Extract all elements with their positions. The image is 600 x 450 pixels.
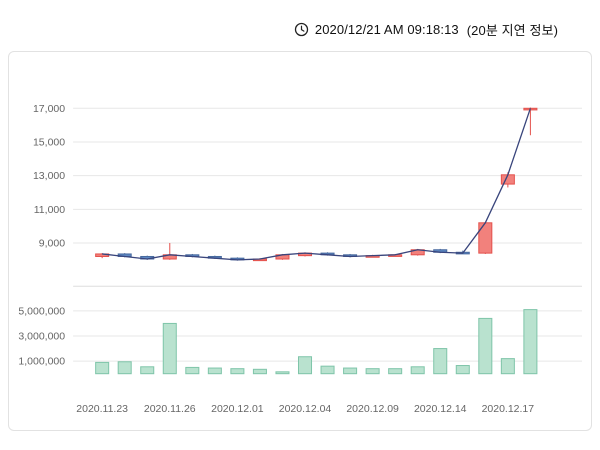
- x-axis-label: 2020.12.01: [211, 403, 264, 415]
- volume-bar: [343, 367, 358, 375]
- price-volume-chart: 17,000 15,000 13,000 11,000 9,000 5,000,000 3,…: [18, 103, 582, 415]
- x-axis-label: 2020.11.23: [76, 403, 128, 415]
- volume-bar: [162, 322, 177, 375]
- volume-bar: [410, 366, 425, 375]
- volume-bar: [433, 348, 448, 375]
- x-axis-label: 2020.11.26: [144, 403, 196, 415]
- price-axis-label: 13,000: [33, 170, 65, 182]
- volume-bar: [185, 366, 200, 375]
- x-axis-label: 2020.12.17: [482, 403, 535, 415]
- delay-note: (20분 지연 정보): [466, 23, 558, 38]
- volume-bar: [95, 361, 110, 375]
- volume-bar: [388, 368, 403, 375]
- volume-bar: [252, 368, 267, 375]
- price-axis-label: 11,000: [34, 204, 65, 216]
- volume-bar: [140, 366, 155, 375]
- chart-card: 17,000 15,000 13,000 11,000 9,000 5,000,000 3,…: [8, 51, 592, 431]
- stock-chart-page: 2020/12/21 AM 09:18:13 (20분 지연 정보) 17,00…: [0, 0, 600, 431]
- quote-timestamp: 2020/12/21 AM 09:18:13: [314, 22, 459, 37]
- volume-bar: [230, 368, 245, 375]
- volume-bar: [478, 317, 493, 375]
- candle-body: [478, 222, 493, 254]
- volume-bar: [500, 358, 515, 375]
- volume-bar: [320, 365, 335, 375]
- volume-bar: [365, 368, 380, 375]
- x-axis-label: 2020.12.14: [414, 403, 467, 415]
- volume-bar: [523, 309, 538, 375]
- price-axis-label: 15,000: [33, 136, 65, 148]
- volume-bar: [455, 365, 470, 375]
- volume-axis-label: 1,000,000: [18, 356, 65, 368]
- close-price-line: [102, 108, 532, 261]
- x-axis-label: 2020.12.09: [346, 403, 399, 415]
- quote-time-header: 2020/12/21 AM 09:18:13 (20분 지연 정보): [0, 0, 600, 51]
- price-axis-label: 9,000: [39, 238, 65, 250]
- volume-axis-label: 5,000,000: [18, 305, 65, 317]
- volume-bar: [207, 367, 222, 375]
- volume-bar: [275, 371, 290, 375]
- clock-icon: [294, 22, 309, 37]
- volume-axis-label: 3,000,000: [18, 331, 65, 343]
- price-axis-label: 17,000: [33, 103, 65, 115]
- volume-bar: [297, 356, 313, 375]
- x-axis-label: 2020.12.04: [279, 403, 332, 415]
- volume-bar: [117, 361, 132, 375]
